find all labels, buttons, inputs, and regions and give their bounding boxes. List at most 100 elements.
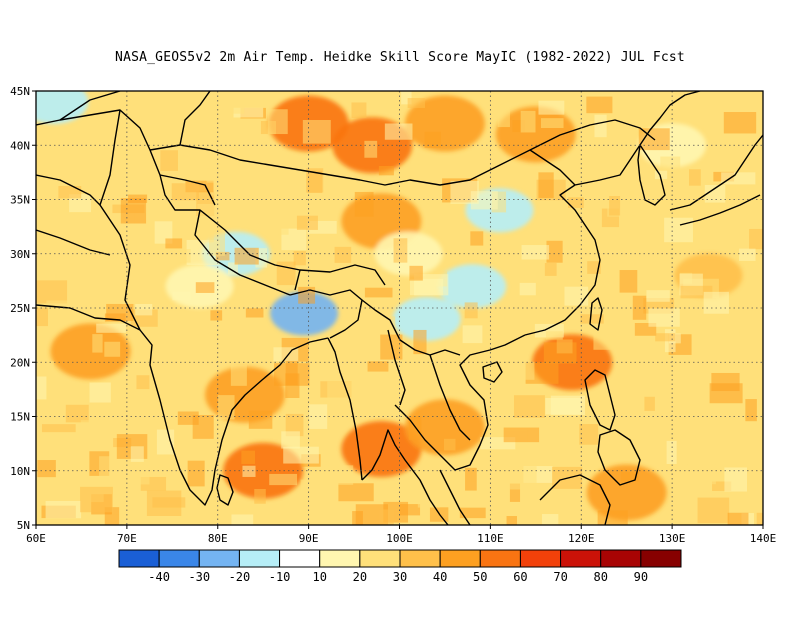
field-texture-cell <box>77 250 109 276</box>
field-texture-cell <box>568 197 584 208</box>
field-texture-cell <box>545 331 563 340</box>
field-texture-cell <box>302 119 331 144</box>
field-texture-cell <box>644 396 655 411</box>
field-texture-cell <box>177 411 199 425</box>
colorbar-swatch <box>319 549 361 568</box>
field-texture-cell <box>586 96 613 114</box>
field-texture-cell <box>745 399 757 422</box>
x-tick-label: 100E <box>386 532 413 545</box>
field-texture-cell <box>465 467 477 491</box>
x-tick-label: 90E <box>299 532 319 545</box>
skill-region <box>404 399 485 456</box>
colorbar-swatch <box>359 549 401 568</box>
field-texture-cell <box>92 334 103 353</box>
colorbar-label: 30 <box>393 570 407 584</box>
field-texture-cell <box>364 287 393 298</box>
colorbar-swatch <box>198 549 240 568</box>
field-texture-cell <box>491 404 511 414</box>
field-texture-cell <box>723 112 757 134</box>
field-texture-cell <box>424 131 442 148</box>
field-texture-cell <box>327 381 355 399</box>
field-texture-cell <box>721 172 756 185</box>
field-texture-cell <box>128 413 152 426</box>
field-texture-cell <box>80 486 113 513</box>
field-texture-cell <box>99 456 110 478</box>
field-texture-cell <box>36 280 68 304</box>
colorbar-swatch <box>640 549 682 568</box>
field-texture-cell <box>152 497 186 508</box>
field-texture-cell <box>269 473 298 486</box>
field-texture-cell <box>673 369 691 382</box>
field-texture-cell <box>417 496 440 508</box>
skill-region <box>392 296 461 341</box>
field-texture-cell <box>385 316 396 336</box>
field-texture-cell <box>233 107 264 118</box>
field-texture-cell <box>464 302 478 319</box>
field-texture-cell <box>172 291 191 301</box>
field-texture-cell <box>222 102 245 114</box>
x-tick-label: 130E <box>659 532 686 545</box>
skill-region <box>50 323 131 380</box>
field-texture-cell <box>635 435 650 458</box>
field-texture-cell <box>96 323 126 333</box>
coastlines <box>36 91 763 525</box>
field-texture-cell <box>136 375 150 390</box>
grid-lines <box>36 91 763 525</box>
field-texture-cell <box>687 464 716 485</box>
colorbar-label: 90 <box>634 570 648 584</box>
field-texture-cell <box>378 165 394 176</box>
field-texture-cell <box>688 169 701 186</box>
field-texture-cell <box>384 123 413 140</box>
field-texture-cell <box>450 233 474 243</box>
field-texture-cell <box>354 191 374 217</box>
x-tick-label: 110E <box>477 532 504 545</box>
field-texture-cell <box>546 240 563 263</box>
field-texture-cell <box>267 109 288 135</box>
field-texture-cell <box>609 195 621 216</box>
x-tick-label: 120E <box>568 532 595 545</box>
field-texture-cell <box>242 465 256 477</box>
colorbar-label: -10 <box>269 570 291 584</box>
field-texture-cell <box>69 194 91 213</box>
field-texture-cell <box>697 443 713 461</box>
field-texture-cell <box>227 262 238 275</box>
field-texture-cell <box>36 307 49 327</box>
field-texture-cell <box>185 180 214 193</box>
field-texture-cell <box>111 514 142 523</box>
field-texture-cell <box>724 467 748 492</box>
field-texture-cell <box>646 290 670 302</box>
field-texture-cell <box>177 249 191 263</box>
field-texture-cell <box>580 235 595 248</box>
field-texture-cell <box>80 420 95 438</box>
colorbar-label: -30 <box>188 570 210 584</box>
field-texture-cell <box>154 221 173 244</box>
y-tick-label: 25N <box>10 302 30 315</box>
field-texture-cell <box>580 314 604 324</box>
colorbar-swatch <box>600 549 642 568</box>
field-texture-cell <box>597 510 628 525</box>
field-texture-cell <box>306 168 324 193</box>
field-texture-cell <box>541 514 559 525</box>
field-texture-cell <box>497 107 510 128</box>
colorbar-label: 60 <box>513 570 527 584</box>
field-texture-cell <box>520 110 536 133</box>
field-texture-cell <box>756 512 763 525</box>
field-texture-cell <box>671 204 684 220</box>
field-texture-cell <box>334 246 352 263</box>
field-texture-cell <box>409 265 423 281</box>
field-texture-cell <box>407 98 426 108</box>
field-texture-cell <box>697 497 730 524</box>
field-texture-cell <box>509 483 521 502</box>
field-texture-cell <box>142 519 169 525</box>
field-texture-cell <box>245 308 264 318</box>
field-texture-cell <box>513 395 545 418</box>
field-texture-cell <box>234 247 259 265</box>
colorbar-swatch <box>519 549 562 568</box>
field-texture-cell <box>160 150 178 171</box>
field-texture-cell <box>65 404 89 423</box>
field-texture-cell <box>749 228 763 250</box>
field-texture-cell <box>521 245 550 260</box>
y-tick-label: 10N <box>10 465 30 478</box>
x-axis: 60E 70E 80E 90E 100E 110E 120E 130E 140E <box>26 525 776 545</box>
field-texture-cell <box>545 397 581 415</box>
